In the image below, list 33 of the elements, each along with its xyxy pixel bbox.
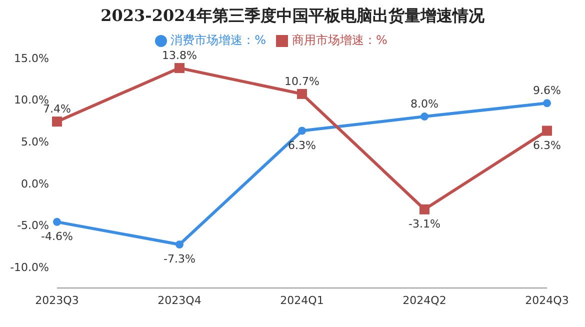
- data-label: 7.4%: [43, 102, 71, 116]
- y-tick-label: 5.0%: [21, 136, 49, 149]
- data-label: 6.3%: [288, 138, 316, 152]
- y-tick-label: -10.0%: [10, 260, 49, 274]
- point: [542, 126, 552, 136]
- point: [176, 240, 184, 249]
- data-label: 8.0%: [410, 98, 438, 111]
- data-label: 10.7%: [284, 74, 320, 88]
- point: [174, 63, 184, 74]
- y-tick-label: 15.0%: [14, 52, 49, 65]
- point: [420, 112, 428, 121]
- x-tick-label: 2023Q3: [35, 294, 79, 307]
- data-label: 13.8%: [162, 49, 197, 62]
- data-label: 9.6%: [533, 84, 561, 98]
- x-tick-label: 2023Q4: [158, 294, 202, 307]
- point: [543, 99, 551, 108]
- point: [53, 218, 61, 226]
- y-tick-label: 0.0%: [21, 177, 49, 190]
- legend-label: 商用市场增速：%: [292, 33, 388, 47]
- legend-label: 消费市场增速：%: [170, 33, 266, 47]
- point: [52, 116, 62, 127]
- x-tick-label: 2024Q2: [402, 294, 446, 307]
- x-tick-label: 2024Q3: [525, 294, 569, 307]
- point: [298, 126, 306, 135]
- data-label: -4.6%: [41, 230, 73, 243]
- data-label: -7.3%: [164, 252, 196, 266]
- y-tick-label: -5.0%: [17, 219, 49, 232]
- data-label: 6.3%: [533, 138, 561, 152]
- data-label: -3.1%: [408, 217, 440, 230]
- chart-title: 2023-2024年第三季度中国平板电脑出货量增速情况: [100, 6, 486, 27]
- x-tick-label: 2024Q1: [280, 294, 324, 307]
- point: [420, 204, 430, 214]
- point: [297, 88, 307, 99]
